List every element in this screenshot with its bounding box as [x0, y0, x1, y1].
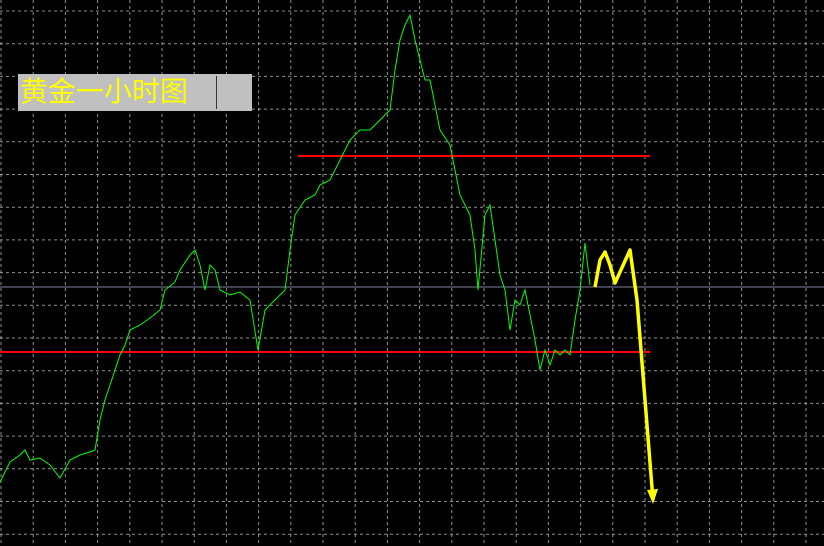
price-line	[0, 13, 591, 483]
chart-title: 黄金一小时图	[20, 75, 189, 108]
forecast-arrow-line	[593, 248, 655, 501]
chart-title-label[interactable]: 黄金一小时图	[18, 74, 252, 111]
text-caret	[216, 76, 217, 109]
arrow-head-icon	[647, 489, 658, 504]
